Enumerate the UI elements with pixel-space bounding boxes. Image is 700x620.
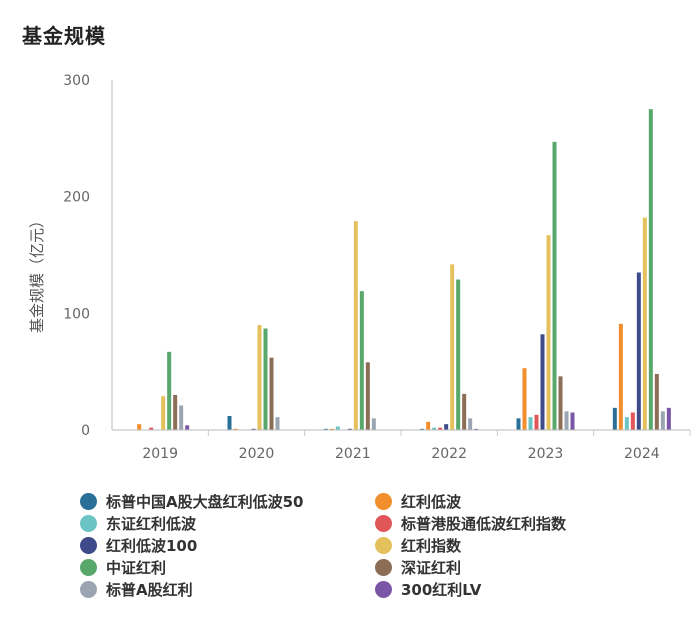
legend-label: 标普港股通低波红利指数 — [401, 514, 567, 533]
bar — [137, 424, 142, 430]
legend-item: 标普港股通低波红利指数 — [375, 512, 670, 534]
legend-swatch — [375, 558, 392, 576]
bar — [269, 357, 274, 430]
legend-swatch — [80, 514, 97, 532]
y-axis-label: 基金规模（亿元） — [28, 213, 46, 333]
bar — [323, 428, 328, 430]
bar — [263, 328, 268, 430]
y-tick-label: 300 — [63, 73, 90, 89]
bar — [552, 141, 557, 431]
bar — [257, 325, 262, 430]
legend-label: 东证红利低波 — [106, 514, 197, 533]
bar — [570, 412, 575, 430]
bar — [468, 418, 473, 430]
y-axis-ticks: 0 100 200 300 — [63, 73, 90, 439]
bar — [462, 393, 467, 430]
bar — [612, 407, 617, 430]
bar — [444, 424, 449, 430]
bar — [353, 221, 358, 430]
legend-item: 深证红利 — [375, 556, 670, 578]
legend-label: 深证红利 — [401, 558, 462, 577]
bar — [618, 323, 623, 430]
bar — [564, 411, 569, 430]
bar — [420, 428, 425, 430]
bar — [522, 368, 527, 430]
bar — [474, 428, 479, 430]
x-tick-label: 2020 — [239, 446, 275, 462]
y-tick-label: 0 — [81, 423, 90, 439]
bar — [365, 362, 370, 430]
legend-label: 红利低波100 — [106, 536, 198, 555]
legend-item: 红利低波 — [375, 490, 670, 512]
bar — [630, 412, 635, 430]
bar — [450, 264, 455, 430]
legend-swatch — [80, 580, 97, 598]
legend-item: 红利指数 — [375, 534, 670, 556]
bar — [359, 291, 364, 430]
bar — [335, 426, 340, 430]
legend-label: 标普A股红利 — [106, 580, 193, 599]
bar — [666, 407, 671, 430]
x-tick-label: 2021 — [335, 446, 371, 462]
legend-swatch — [80, 558, 97, 576]
legend-label: 300红利LV — [401, 580, 482, 599]
bar — [642, 217, 647, 430]
legend-swatch — [80, 536, 97, 554]
legend-item: 中证红利 — [80, 556, 375, 578]
bar — [251, 428, 256, 430]
bars — [137, 109, 671, 431]
legend-item: 300红利LV — [375, 578, 670, 600]
legend-swatch — [80, 492, 97, 510]
legend-item: 东证红利低波 — [80, 512, 375, 534]
bar — [227, 416, 232, 430]
legend-label: 红利低波 — [401, 492, 462, 511]
x-tick-label: 2023 — [528, 446, 564, 462]
bar — [516, 418, 521, 430]
legend-swatch — [375, 492, 392, 510]
bar — [426, 421, 431, 430]
bar — [546, 235, 551, 430]
bar — [534, 414, 539, 430]
bar — [438, 427, 443, 430]
bar — [185, 425, 190, 430]
bar — [329, 428, 334, 430]
bar — [456, 279, 461, 430]
bar — [179, 405, 184, 430]
y-tick-label: 100 — [63, 306, 90, 322]
bar — [432, 427, 437, 430]
legend: 标普中国A股大盘红利低波50 红利低波东证红利低波 标普港股通低波红利指数红利低波1… — [80, 490, 680, 600]
bar — [371, 418, 376, 430]
bar — [654, 374, 659, 430]
bar — [648, 109, 653, 431]
legend-label: 中证红利 — [106, 558, 167, 577]
legend-item: 标普中国A股大盘红利低波50 — [80, 490, 375, 512]
bar — [161, 396, 166, 430]
legend-label: 红利指数 — [401, 536, 462, 555]
page-title: 基金规模 — [22, 24, 106, 48]
bar — [540, 334, 545, 430]
x-tick-label: 2019 — [142, 446, 178, 462]
bar — [624, 417, 629, 430]
bar — [528, 417, 533, 430]
bar — [347, 428, 352, 430]
bar — [558, 376, 563, 430]
y-tick-label: 200 — [63, 190, 90, 206]
legend-swatch — [375, 536, 392, 554]
bar — [173, 395, 178, 430]
bar — [233, 428, 238, 430]
bar — [636, 272, 641, 430]
legend-item: 红利低波100 — [80, 534, 375, 556]
legend-swatch — [375, 514, 392, 532]
bar — [660, 411, 665, 430]
bar — [149, 427, 154, 430]
bar — [275, 417, 280, 430]
legend-item: 标普A股红利 — [80, 578, 375, 600]
legend-swatch — [375, 580, 392, 598]
bar — [167, 351, 172, 430]
bar-chart: 0 100 200 300 2019 2020 2021 2022 2023 2024 基金规模… — [28, 73, 691, 462]
legend-label: 标普中国A股大盘红利低波50 — [106, 492, 304, 511]
x-tick-label: 2022 — [431, 446, 467, 462]
x-axis-ticks: 2019 2020 2021 2022 2023 2024 — [142, 430, 691, 462]
x-tick-label: 2024 — [624, 446, 660, 462]
